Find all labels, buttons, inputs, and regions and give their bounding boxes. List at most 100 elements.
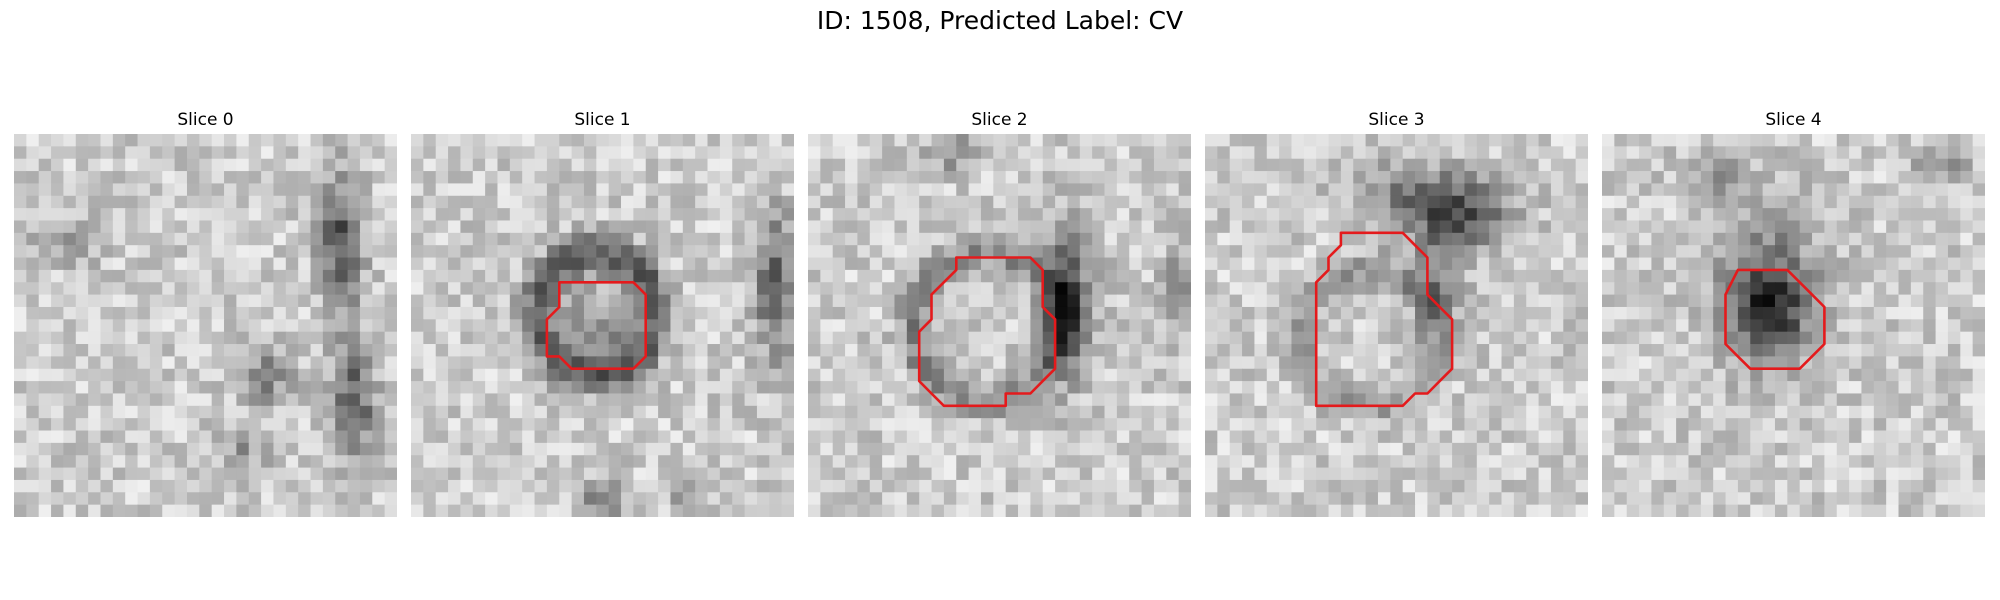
image-pixel [411, 455, 424, 469]
image-pixel [1663, 183, 1677, 197]
image-pixel [1316, 208, 1330, 222]
image-pixel [534, 467, 548, 481]
image-pixel [1365, 319, 1379, 333]
image-pixel [497, 257, 511, 271]
image-pixel [769, 344, 783, 357]
image-pixel [1476, 319, 1490, 333]
image-pixel [51, 245, 65, 259]
image-pixel [633, 455, 647, 469]
image-pixel [534, 331, 548, 345]
image-pixel [1563, 232, 1577, 246]
image-pixel [322, 418, 336, 432]
image-pixel [1676, 245, 1690, 259]
image-pixel [1575, 146, 1588, 160]
image-pixel [1030, 232, 1044, 246]
image-pixel [869, 430, 883, 444]
image-pixel [744, 257, 758, 271]
image-pixel [1972, 245, 1985, 259]
image-pixel [1676, 146, 1690, 160]
image-pixel [1328, 467, 1342, 481]
image-pixel [608, 146, 622, 160]
image-pixel [1873, 220, 1887, 234]
image-pixel [1178, 430, 1191, 444]
image-pixel [1910, 418, 1924, 432]
image-pixel [186, 381, 200, 395]
image-pixel [1799, 405, 1813, 419]
image-pixel [1427, 306, 1441, 320]
image-pixel [596, 405, 610, 419]
image-pixel [26, 331, 40, 345]
image-pixel [845, 331, 859, 345]
image-pixel [372, 344, 386, 357]
image-pixel [1550, 158, 1564, 172]
image-pixel [1602, 356, 1615, 370]
image-pixel [744, 183, 758, 197]
image-pixel [372, 158, 386, 172]
image-pixel [1291, 418, 1305, 432]
image-pixel [621, 455, 634, 469]
image-pixel [1328, 183, 1342, 197]
image-pixel [1526, 331, 1540, 345]
image-pixel [1353, 146, 1367, 160]
image-pixel [1377, 479, 1391, 493]
image-pixel [1737, 331, 1751, 345]
image-pixel [1067, 381, 1081, 395]
image-pixel [1178, 344, 1191, 357]
image-pixel [298, 492, 312, 506]
image-pixel [1092, 269, 1106, 283]
image-pixel [1464, 269, 1478, 283]
image-pixel [608, 220, 622, 234]
image-pixel [497, 232, 511, 246]
image-pixel [1042, 245, 1056, 259]
image-pixel [1787, 220, 1801, 234]
image-pixel [1575, 442, 1588, 456]
image-pixel [372, 479, 386, 493]
image-pixel [1291, 146, 1305, 160]
image-pixel [1923, 269, 1937, 283]
image-pixel [448, 418, 462, 432]
image-pixel [137, 208, 151, 222]
image-pixel [1787, 208, 1801, 222]
image-pixel [1750, 455, 1764, 469]
image-pixel [112, 405, 126, 419]
image-pixel [1303, 232, 1317, 246]
image-pixel [174, 455, 188, 469]
image-pixel [1178, 442, 1191, 456]
image-pixel [596, 269, 610, 283]
image-pixel [174, 134, 188, 147]
image-pixel [845, 245, 859, 259]
image-pixel [149, 492, 163, 506]
image-pixel [1452, 294, 1466, 308]
image-pixel [1229, 479, 1243, 493]
image-pixel [583, 467, 597, 481]
image-pixel [149, 368, 163, 382]
image-pixel [571, 442, 585, 456]
image-pixel [993, 467, 1007, 481]
image-pixel [756, 208, 770, 222]
image-pixel [384, 344, 397, 357]
image-pixel [1390, 306, 1404, 320]
image-pixel [1353, 430, 1367, 444]
image-pixel [1787, 492, 1801, 506]
image-pixel [1700, 282, 1714, 296]
image-pixel [1415, 430, 1428, 444]
image-pixel [732, 269, 746, 283]
image-pixel [1116, 442, 1130, 456]
image-pixel [1824, 430, 1838, 444]
image-pixel [310, 294, 324, 308]
image-pixel [88, 208, 102, 222]
image-pixel [756, 356, 770, 370]
image-pixel [906, 368, 920, 382]
image-pixel [1737, 479, 1751, 493]
image-pixel [1030, 282, 1044, 296]
image-pixel [943, 245, 957, 259]
image-pixel [1042, 442, 1056, 456]
image-pixel [285, 356, 299, 370]
image-pixel [1476, 479, 1490, 493]
image-pixel [1501, 467, 1515, 481]
image-pixel [1266, 183, 1280, 197]
image-pixel [1254, 479, 1268, 493]
image-pixel [980, 306, 994, 320]
image-pixel [460, 356, 474, 370]
image-pixel [559, 405, 573, 419]
